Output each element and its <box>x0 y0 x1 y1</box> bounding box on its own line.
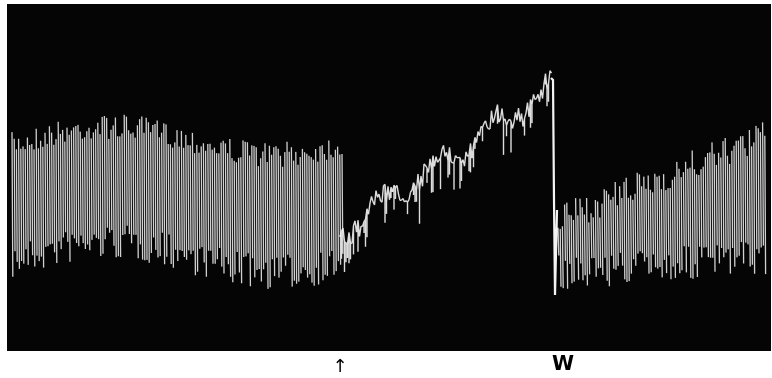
arrow-label: ↑ <box>332 356 347 377</box>
figure: ↑ W <box>0 0 772 378</box>
marker-label: W <box>552 351 574 375</box>
page: ↑ W (() => { const data = JSON.parse(doc… <box>0 0 772 378</box>
